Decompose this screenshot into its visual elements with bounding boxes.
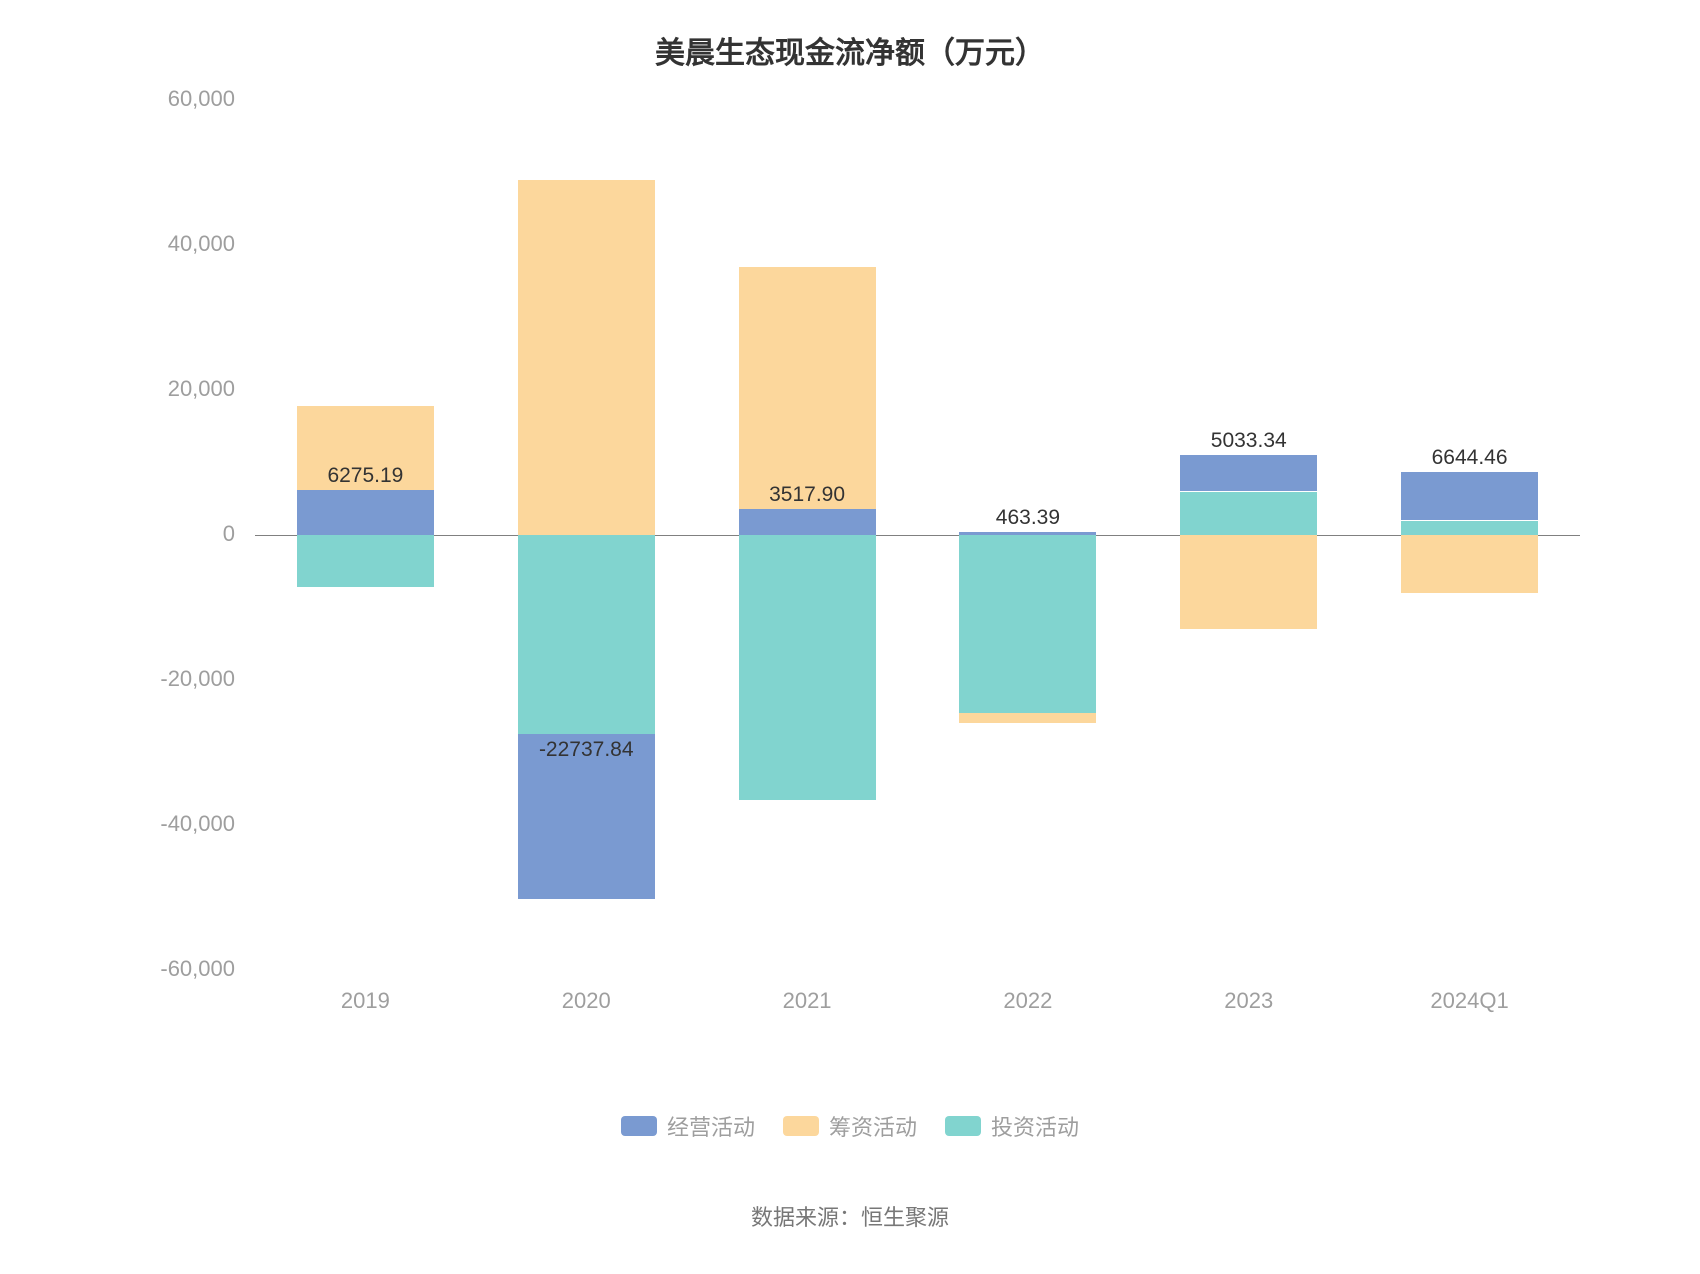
legend-swatch bbox=[621, 1116, 657, 1136]
data-source: 数据来源：恒生聚源 bbox=[0, 1200, 1700, 1232]
legend-swatch bbox=[783, 1116, 819, 1136]
legend-label: 筹资活动 bbox=[829, 1110, 917, 1142]
legend: 经营活动 筹资活动 投资活动 bbox=[0, 1110, 1700, 1142]
bar-segment bbox=[1180, 535, 1317, 629]
x-tick-label: 2024Q1 bbox=[1390, 988, 1550, 1014]
y-tick-label: 0 bbox=[115, 521, 235, 547]
legend-item: 经营活动 bbox=[621, 1110, 755, 1142]
y-tick-label: -60,000 bbox=[115, 956, 235, 982]
legend-swatch bbox=[945, 1116, 981, 1136]
bar-value-label: -22737.84 bbox=[498, 738, 675, 762]
legend-item: 筹资活动 bbox=[783, 1110, 917, 1142]
y-tick-label: 20,000 bbox=[115, 376, 235, 402]
bar-segment bbox=[1180, 492, 1317, 536]
bar-segment bbox=[1180, 455, 1317, 491]
bar-value-label: 6275.19 bbox=[277, 464, 454, 488]
bar-segment bbox=[739, 535, 876, 800]
bar-segment bbox=[297, 535, 434, 587]
bar-segment bbox=[518, 180, 655, 535]
legend-label: 投资活动 bbox=[991, 1110, 1079, 1142]
x-tick-label: 2022 bbox=[948, 988, 1108, 1014]
x-tick-label: 2023 bbox=[1169, 988, 1329, 1014]
bar-segment bbox=[1401, 472, 1538, 520]
y-tick-label: 60,000 bbox=[115, 86, 235, 112]
bar-value-label: 3517.90 bbox=[719, 483, 896, 507]
bar-value-label: 5033.34 bbox=[1160, 429, 1337, 453]
y-tick-label: -20,000 bbox=[115, 666, 235, 692]
cashflow-chart: 美晨生态现金流净额（万元） 6275.19 -22737.84 3517.90 463… bbox=[0, 0, 1700, 1274]
bar-segment bbox=[1401, 521, 1538, 536]
plot-area: 6275.19 -22737.84 3517.90 463.39 5033.34 6644… bbox=[255, 100, 1580, 970]
zero-axis-line bbox=[255, 535, 1580, 536]
x-tick-label: 2021 bbox=[727, 988, 887, 1014]
x-tick-label: 2020 bbox=[506, 988, 666, 1014]
y-tick-label: -40,000 bbox=[115, 811, 235, 837]
legend-item: 投资活动 bbox=[945, 1110, 1079, 1142]
bar-segment bbox=[1401, 535, 1538, 593]
chart-title: 美晨生态现金流净额（万元） bbox=[0, 28, 1700, 72]
bar-value-label: 6644.46 bbox=[1381, 446, 1558, 470]
x-tick-label: 2019 bbox=[285, 988, 445, 1014]
y-tick-label: 40,000 bbox=[115, 231, 235, 257]
bar-segment bbox=[739, 267, 876, 510]
bar-segment bbox=[959, 535, 1096, 713]
bar-segment bbox=[959, 532, 1096, 535]
bar-segment bbox=[297, 490, 434, 535]
bar-segment bbox=[959, 713, 1096, 723]
legend-label: 经营活动 bbox=[667, 1110, 755, 1142]
bar-segment bbox=[739, 509, 876, 535]
bar-value-label: 463.39 bbox=[939, 506, 1116, 530]
bar-segment bbox=[518, 535, 655, 734]
